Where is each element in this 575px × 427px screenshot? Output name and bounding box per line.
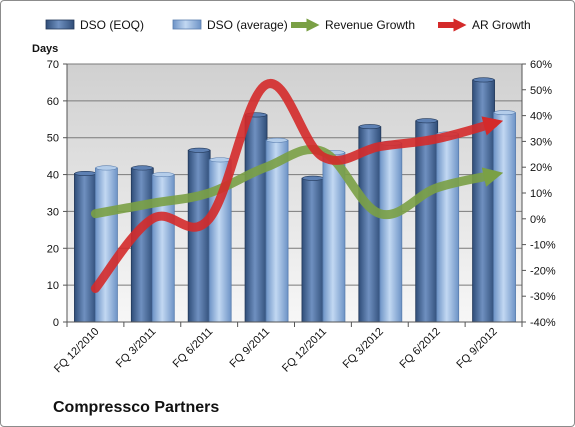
bar-dso-eoq <box>244 114 268 323</box>
left-tick-label: 70 <box>47 59 59 71</box>
bar-dso-average <box>436 133 460 323</box>
left-tick-label: 60 <box>47 96 59 108</box>
legend-label: AR Growth <box>472 18 531 32</box>
x-tick-label: FQ 3/2012 <box>341 326 386 371</box>
bar-dso-eoq <box>472 79 495 323</box>
right-tick-label: 0% <box>530 214 546 226</box>
bar-dso-eoq <box>301 177 325 323</box>
y-axis-label: Days <box>32 43 58 55</box>
legend-label: DSO (EOQ) <box>80 18 144 32</box>
right-tick-label: -20% <box>530 265 556 277</box>
bar-cap <box>131 165 154 171</box>
x-tick-label: FQ 3/2011 <box>114 326 159 371</box>
bar-cap <box>152 172 175 178</box>
right-tick-label: 10% <box>530 188 552 200</box>
bar-cap <box>472 77 495 83</box>
line-ar-growth <box>90 79 504 293</box>
x-tick-label: FQ 9/2011 <box>228 326 273 371</box>
line-revenue-growth <box>90 144 504 220</box>
bar-dso-average <box>493 112 516 323</box>
x-tick-label: FQ 12/2010 <box>52 326 102 376</box>
right-tick-label: -30% <box>530 291 556 303</box>
x-tick-label: FQ 12/2011 <box>280 326 329 375</box>
bar-dso-eoq <box>130 167 154 323</box>
bar-cap <box>74 170 97 176</box>
bar-dso-average <box>379 142 403 323</box>
bar-cap <box>302 175 324 181</box>
bar-dso-eoq <box>74 173 97 323</box>
legend-label: DSO (average) <box>207 18 288 32</box>
bar-cap <box>359 124 381 130</box>
left-tick-label: 20 <box>47 243 59 255</box>
right-tick-label: 50% <box>530 85 552 97</box>
x-axis: FQ 12/2010 FQ 3/2011 FQ 6/2011 FQ 9/2011 FQ … <box>52 321 523 376</box>
legend-label: Revenue Growth <box>325 18 415 32</box>
bar-dso-eoq <box>415 120 439 323</box>
left-tick-label: 40 <box>47 170 59 182</box>
legend-swatch <box>45 19 75 30</box>
left-tick-label: 50 <box>47 133 59 145</box>
x-tick-label: FQ 9/2012 <box>454 326 499 371</box>
right-axis: -40% -30% -20% -10% 0% 10% 20% 30% 40% 50% 60% <box>521 59 556 329</box>
bar-cap <box>95 165 118 171</box>
x-tick-label: FQ 6/2011 <box>171 326 216 371</box>
left-tick-label: 10 <box>47 280 59 292</box>
chart-title: Compressco Partners <box>53 399 220 416</box>
bar-cap <box>493 110 516 116</box>
right-tick-label: 40% <box>530 111 552 123</box>
right-tick-label: 20% <box>530 162 552 174</box>
bar-cap <box>266 137 288 143</box>
right-tick-label: -10% <box>530 240 556 252</box>
right-tick-label: 60% <box>530 59 552 71</box>
bar-dso-eoq <box>187 149 211 323</box>
x-tick-label: FQ 6/2012 <box>398 326 443 371</box>
bar-dso-average <box>95 167 118 323</box>
bar-cap <box>188 147 210 153</box>
left-tick-label: 30 <box>47 206 59 218</box>
right-tick-label: -40% <box>530 317 556 329</box>
growth-lines <box>90 79 504 293</box>
bar-dso-average <box>322 152 346 323</box>
left-tick-label: 0 <box>53 317 59 329</box>
left-axis: 0 10 20 30 40 50 60 70 <box>47 59 68 329</box>
legend-swatch <box>172 19 202 30</box>
legend: DSO (EOQ) DSO (average) Revenue Growth AR G… <box>45 18 531 32</box>
bar-cap <box>209 157 231 163</box>
bar-cap <box>415 118 438 124</box>
right-tick-label: 30% <box>530 136 552 148</box>
